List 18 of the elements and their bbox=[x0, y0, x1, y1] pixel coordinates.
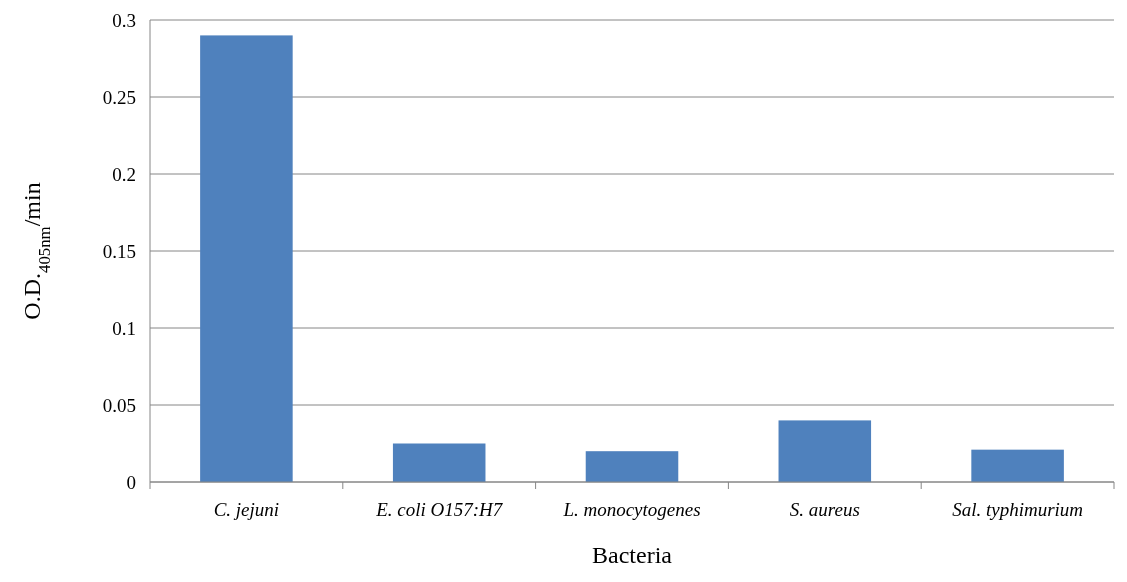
x-tick-label: E. coli O157:H7 bbox=[375, 499, 504, 520]
bar bbox=[392, 443, 486, 482]
x-tick-label: L. monocytogenes bbox=[562, 499, 701, 520]
bar bbox=[200, 35, 293, 482]
y-tick-label: 0.3 bbox=[112, 9, 136, 31]
y-tick-label: 0.25 bbox=[102, 86, 136, 108]
x-tick-label: Sal. typhimurium bbox=[952, 499, 1084, 520]
bar bbox=[971, 449, 1064, 482]
x-tick-label: C. jejuni bbox=[213, 499, 280, 520]
y-tick-label: 0.1 bbox=[112, 317, 136, 339]
y-tick-label: 0.05 bbox=[102, 394, 136, 416]
bar bbox=[585, 451, 679, 482]
x-tick-label: S. aureus bbox=[789, 499, 860, 520]
y-tick-label: 0 bbox=[126, 471, 136, 493]
y-tick-label: 0.15 bbox=[102, 240, 136, 262]
y-tick-label: 0.2 bbox=[112, 163, 136, 185]
x-axis-title: Bacteria bbox=[592, 542, 673, 568]
bar bbox=[778, 420, 872, 482]
